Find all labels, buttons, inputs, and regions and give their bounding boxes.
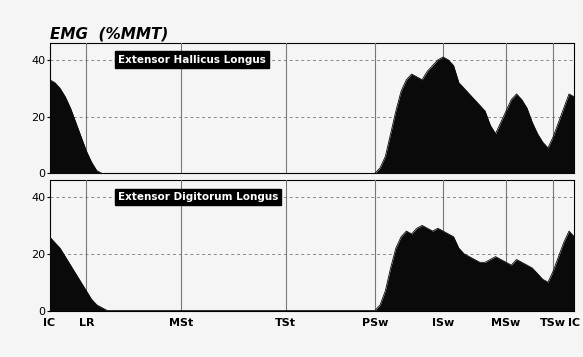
Text: ISw: ISw: [432, 318, 454, 328]
Text: IC: IC: [568, 318, 580, 328]
Text: TSw: TSw: [540, 318, 566, 328]
Text: TSt: TSt: [275, 318, 296, 328]
Text: LR: LR: [79, 318, 94, 328]
Text: EMG  (%MMT): EMG (%MMT): [50, 27, 168, 42]
Text: Extensor Digitorum Longus: Extensor Digitorum Longus: [118, 192, 278, 202]
Text: IC: IC: [44, 318, 55, 328]
Text: MSw: MSw: [491, 318, 521, 328]
Text: MSt: MSt: [168, 318, 193, 328]
Text: Extensor Hallicus Longus: Extensor Hallicus Longus: [118, 55, 266, 65]
Text: PSw: PSw: [361, 318, 388, 328]
